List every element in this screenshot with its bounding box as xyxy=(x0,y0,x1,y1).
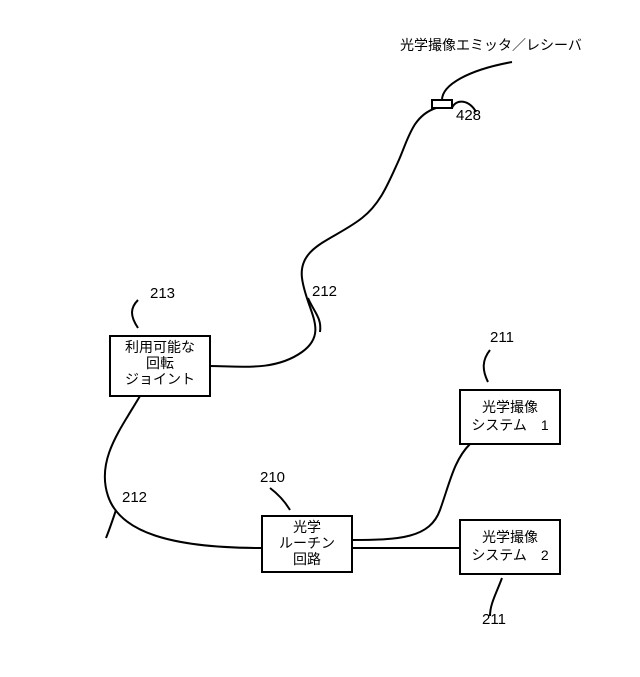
router-ref-leader xyxy=(270,488,290,510)
sys2-line2: システム 2 xyxy=(471,547,549,563)
wire-router-sys1 xyxy=(352,444,470,540)
router-ref: 210 xyxy=(260,469,285,486)
router-line3: 回路 xyxy=(293,551,321,567)
sys1-ref-leader xyxy=(484,350,490,382)
wire-emitter-joint xyxy=(210,108,436,367)
sys1-line1: 光学撮像 xyxy=(482,399,538,415)
sys1-line2: システム 1 xyxy=(471,417,549,433)
wire-emitter-joint-ref: 212 xyxy=(312,283,337,300)
emitter-ref: 428 xyxy=(456,107,481,124)
router-line2: ルーチン xyxy=(279,535,335,551)
wire-emitter-joint-ref-leader xyxy=(308,298,320,332)
title-label: 光学撮像エミッタ／レシーバ xyxy=(400,37,582,53)
wire-joint-router-ref: 212 xyxy=(122,489,147,506)
joint-line1: 利用可能な xyxy=(125,339,195,355)
emitter-leader-to-title xyxy=(442,62,512,100)
joint-line2: 回転 xyxy=(146,355,174,371)
joint-line3: ジョイント xyxy=(125,371,195,387)
sys2-ref: 211 xyxy=(482,611,506,628)
router-line1: 光学 xyxy=(293,519,321,535)
joint-ref-leader xyxy=(132,300,138,328)
joint-ref: 213 xyxy=(150,285,175,302)
wire-joint-router-ref-leader xyxy=(106,510,116,538)
sys2-line1: 光学撮像 xyxy=(482,529,538,545)
sys1-ref: 211 xyxy=(490,329,514,346)
wire-joint-router xyxy=(105,396,262,548)
emitter-body xyxy=(432,100,452,108)
